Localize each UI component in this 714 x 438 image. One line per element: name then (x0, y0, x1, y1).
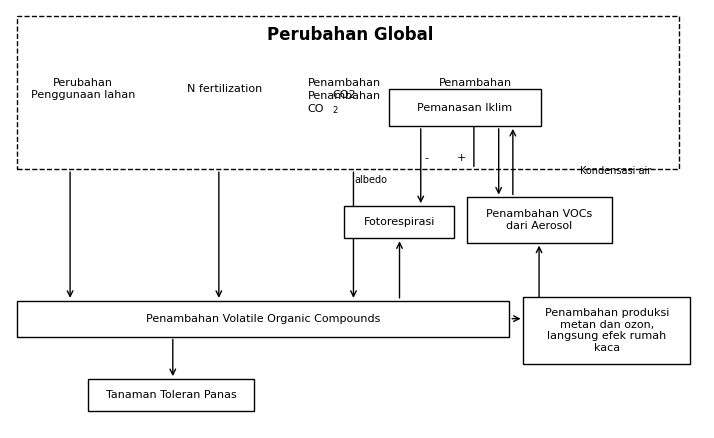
Text: Perubahan
Penggunaan lahan: Perubahan Penggunaan lahan (31, 78, 136, 100)
Text: Perubahan Global: Perubahan Global (267, 26, 433, 44)
FancyBboxPatch shape (88, 379, 254, 411)
Text: Penambahan
Gas Rumah Kaca: Penambahan Gas Rumah Kaca (428, 78, 522, 100)
Text: Kondensasi air: Kondensasi air (580, 166, 651, 177)
FancyBboxPatch shape (467, 198, 612, 243)
Text: CO: CO (308, 104, 324, 114)
Text: Pemanasan Iklim: Pemanasan Iklim (418, 102, 513, 113)
Text: albedo: albedo (355, 175, 388, 185)
Text: Tanaman Toleran Panas: Tanaman Toleran Panas (106, 390, 236, 400)
Text: +: + (457, 153, 466, 163)
FancyBboxPatch shape (344, 206, 454, 238)
Text: N fertilization: N fertilization (187, 84, 262, 94)
Text: Penambahan VOCs
dari Aerosol: Penambahan VOCs dari Aerosol (486, 209, 593, 231)
FancyBboxPatch shape (523, 297, 690, 364)
Text: Fotorespirasi: Fotorespirasi (363, 217, 435, 227)
Text: -: - (424, 153, 428, 163)
Text: Penambahan produksi
metan dan ozon,
langsung efek rumah
kaca: Penambahan produksi metan dan ozon, lang… (545, 308, 669, 353)
Text: 2: 2 (332, 106, 338, 115)
FancyBboxPatch shape (17, 301, 509, 337)
Text: Penambahan
CO2: Penambahan CO2 (308, 78, 381, 100)
Text: Penambahan Volatile Organic Compounds: Penambahan Volatile Organic Compounds (146, 314, 381, 324)
FancyBboxPatch shape (389, 89, 541, 126)
Text: Penambahan: Penambahan (308, 91, 381, 101)
